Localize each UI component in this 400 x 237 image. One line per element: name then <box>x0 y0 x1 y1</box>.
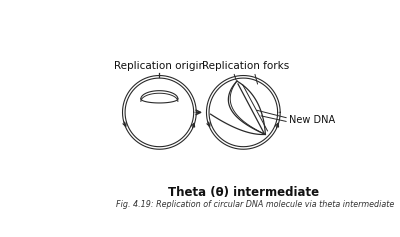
Text: New DNA: New DNA <box>290 115 336 125</box>
Text: Replication forks: Replication forks <box>202 61 289 71</box>
Text: Fig. 4.19: Replication of circular DNA molecule via theta intermediate: Fig. 4.19: Replication of circular DNA m… <box>116 200 394 209</box>
Text: Theta (θ) intermediate: Theta (θ) intermediate <box>168 186 319 199</box>
Text: Replication origin: Replication origin <box>114 61 205 71</box>
